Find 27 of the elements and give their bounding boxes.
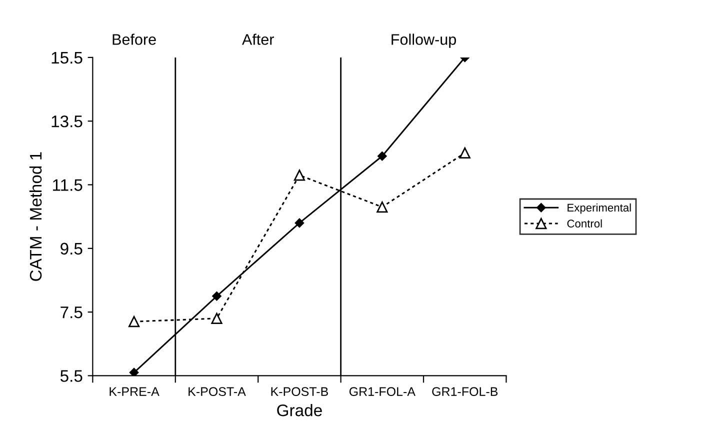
y-tick-label: 11.5 xyxy=(53,179,82,191)
point xyxy=(129,368,139,376)
y-tick-label: 15.5 xyxy=(52,52,82,64)
point xyxy=(294,170,306,181)
text: Follow-up xyxy=(392,34,456,48)
y-axis-title: CATM - Method 1 xyxy=(29,152,42,281)
x-tick-label: K-POST-A xyxy=(188,387,246,396)
x-tick-label: GR1-FOL-A xyxy=(349,387,416,396)
point xyxy=(212,292,222,301)
point xyxy=(294,218,304,228)
point xyxy=(378,151,387,161)
y-tick-label: 7.5 xyxy=(60,306,82,318)
y-tick-label: 9.5 xyxy=(60,242,82,255)
text: After xyxy=(242,34,274,45)
point xyxy=(211,312,222,324)
x-tick-label: GR1-FOL-B xyxy=(432,387,498,396)
text: Before xyxy=(112,34,156,45)
x-axis-title: Grade xyxy=(277,404,322,416)
legend-label: Experimental xyxy=(568,203,631,214)
y-tick-label: 13.5 xyxy=(52,116,82,128)
x-tick-label: K-PRE-A xyxy=(110,387,160,396)
legend-label: Control xyxy=(567,219,602,228)
point xyxy=(459,147,470,158)
point xyxy=(128,316,140,328)
x-tick-label: K-POST-B xyxy=(271,387,328,396)
point xyxy=(376,201,388,213)
y-tick-label: 5.5 xyxy=(60,370,82,382)
